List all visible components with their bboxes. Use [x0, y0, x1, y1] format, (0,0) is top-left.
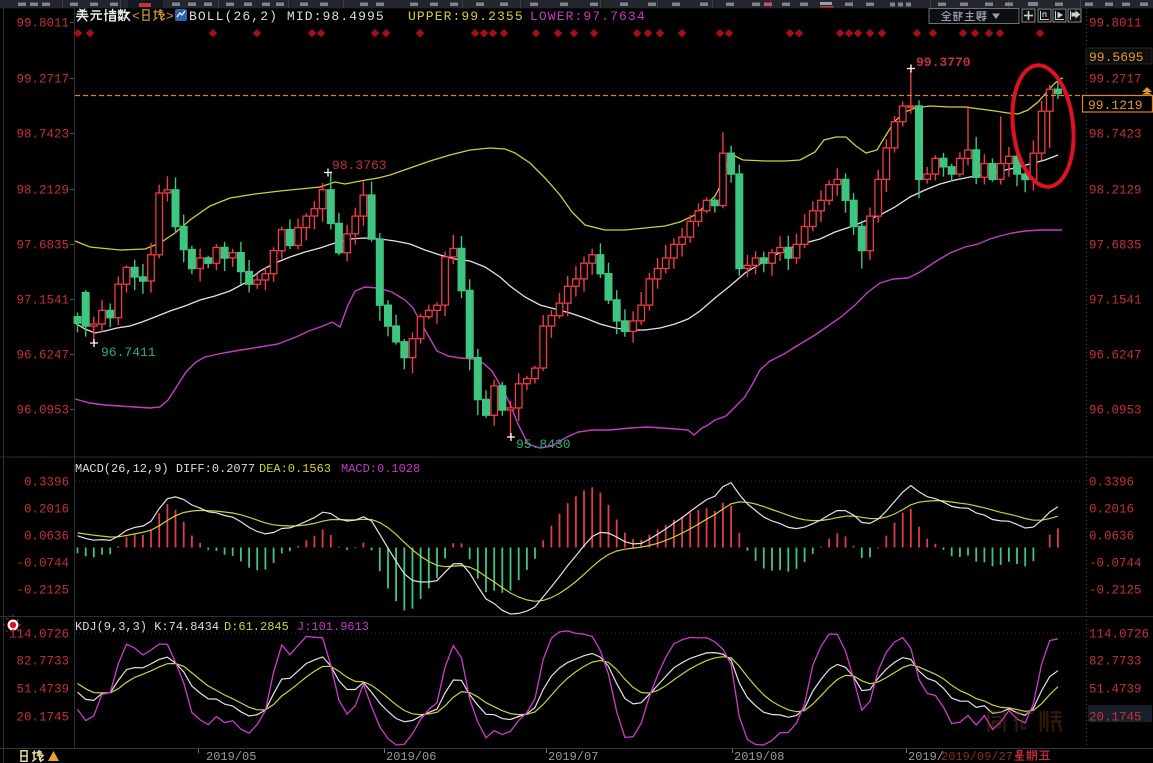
svg-text:96.6247: 96.6247 — [16, 349, 69, 363]
svg-text:D:61.2845: D:61.2845 — [224, 620, 289, 634]
svg-text:-0.2125: -0.2125 — [1089, 584, 1142, 598]
svg-text:99.3770: 99.3770 — [916, 55, 971, 70]
svg-text:20.1745: 20.1745 — [16, 711, 69, 725]
svg-text:98.2129: 98.2129 — [16, 184, 69, 198]
svg-text:99.1219: 99.1219 — [1088, 98, 1143, 113]
svg-text:2019/: 2019/ — [908, 750, 944, 763]
svg-text:>: > — [166, 9, 174, 24]
svg-text:BOLL(26,2) MID:98.4995: BOLL(26,2) MID:98.4995 — [189, 9, 385, 24]
svg-text:82.7733: 82.7733 — [16, 655, 69, 669]
svg-text:98.7423: 98.7423 — [16, 128, 69, 142]
svg-text:2019/09/27: 2019/09/27 — [941, 750, 1013, 763]
svg-text:82.7733: 82.7733 — [1089, 655, 1142, 669]
svg-text:0.0636: 0.0636 — [24, 530, 69, 544]
svg-text:UPPER:99.2355: UPPER:99.2355 — [408, 9, 524, 24]
svg-text:114.0726: 114.0726 — [1089, 628, 1149, 642]
svg-text:MACD(26,12,9) DIFF:0.2077: MACD(26,12,9) DIFF:0.2077 — [75, 462, 255, 476]
svg-text:0.3396: 0.3396 — [1089, 476, 1134, 490]
svg-text:2019/06: 2019/06 — [386, 750, 436, 763]
svg-text:51.4739: 51.4739 — [16, 683, 69, 697]
svg-text:DEA:0.1563: DEA:0.1563 — [259, 462, 331, 476]
svg-text:-0.2125: -0.2125 — [16, 584, 69, 598]
svg-text:99.2717: 99.2717 — [16, 73, 69, 87]
svg-text:97.6835: 97.6835 — [16, 239, 69, 253]
svg-text:2019/07: 2019/07 — [548, 750, 598, 763]
svg-text:0.0636: 0.0636 — [1089, 530, 1134, 544]
svg-text:97.1541: 97.1541 — [16, 294, 69, 308]
svg-text:95.8430: 95.8430 — [516, 437, 571, 452]
svg-text:98.2129: 98.2129 — [1089, 184, 1142, 198]
svg-text:KDJ(9,3,3) K:74.8434: KDJ(9,3,3) K:74.8434 — [75, 620, 219, 634]
svg-text:0.2016: 0.2016 — [1089, 503, 1134, 517]
svg-text:96.0953: 96.0953 — [1089, 404, 1142, 418]
svg-text:2019/08: 2019/08 — [734, 750, 784, 763]
svg-text:-0.0744: -0.0744 — [16, 557, 69, 571]
svg-text:96.0953: 96.0953 — [16, 404, 69, 418]
svg-text:97.1541: 97.1541 — [1089, 294, 1142, 308]
svg-text:98.3763: 98.3763 — [332, 158, 387, 173]
svg-text:97.6835: 97.6835 — [1089, 239, 1142, 253]
svg-text:51.4739: 51.4739 — [1089, 683, 1142, 697]
svg-text:96.7411: 96.7411 — [101, 345, 156, 360]
svg-text:98.7423: 98.7423 — [1089, 128, 1142, 142]
svg-text:2019/05: 2019/05 — [206, 750, 256, 763]
svg-text:LOWER:97.7634: LOWER:97.7634 — [530, 9, 646, 24]
svg-text:<: < — [132, 9, 140, 24]
svg-text:0.2016: 0.2016 — [24, 503, 69, 517]
svg-text:20.1745: 20.1745 — [1089, 711, 1142, 725]
svg-text:99.2717: 99.2717 — [1089, 73, 1142, 87]
svg-text:114.0726: 114.0726 — [9, 628, 69, 642]
svg-text:96.6247: 96.6247 — [1089, 349, 1142, 363]
svg-text:MACD:0.1028: MACD:0.1028 — [341, 462, 420, 476]
svg-text:J:101.9613: J:101.9613 — [297, 620, 369, 634]
svg-text:99.8011: 99.8011 — [16, 17, 69, 31]
svg-text:-0.0744: -0.0744 — [1089, 557, 1142, 571]
svg-text:0.3396: 0.3396 — [24, 476, 69, 490]
svg-text:99.8011: 99.8011 — [1089, 17, 1142, 31]
svg-text:99.5695: 99.5695 — [1089, 50, 1144, 65]
